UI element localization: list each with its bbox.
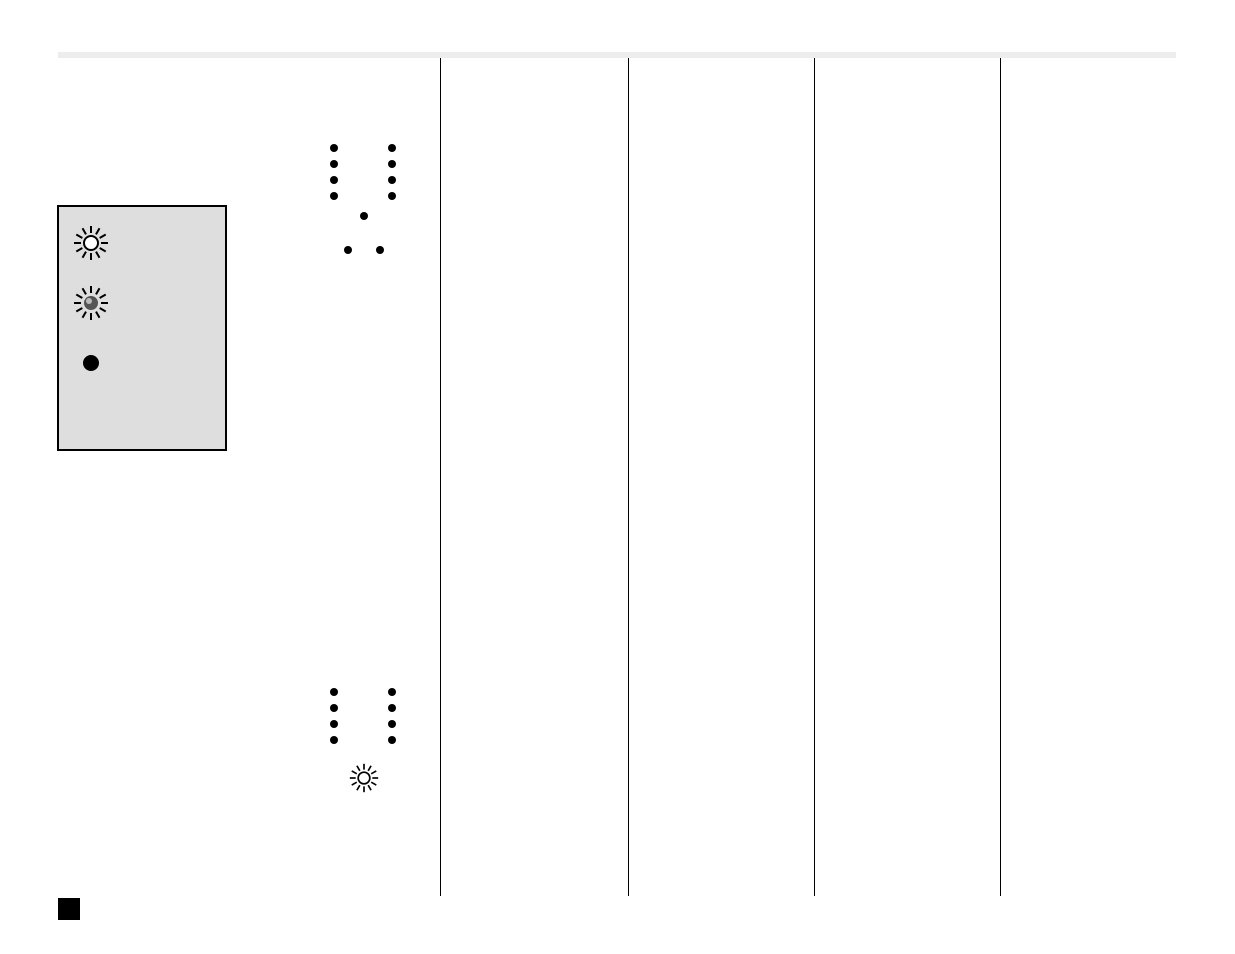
led-on-blinking-icon <box>73 285 109 321</box>
legend-row <box>73 285 211 321</box>
led-device-diagram <box>326 684 408 798</box>
led-device-diagram <box>326 140 408 271</box>
column-separator <box>440 58 441 896</box>
led-dots-icon <box>326 140 408 266</box>
led-on-solid-icon <box>73 225 109 261</box>
legend-icon <box>73 225 109 261</box>
led-on-solid-icon <box>349 763 379 793</box>
page-number-marker <box>58 898 80 920</box>
header-rule <box>58 52 1176 58</box>
legend-row <box>73 225 211 261</box>
led-dots-icon <box>326 684 408 756</box>
column-separator <box>814 58 815 896</box>
led-footer-indicator <box>349 763 385 798</box>
legend-icon <box>73 285 109 321</box>
column-separator <box>628 58 629 896</box>
legend-row <box>73 345 211 381</box>
legend-icon <box>73 345 109 381</box>
column-separator <box>1000 58 1001 896</box>
led-off-icon <box>73 345 109 381</box>
led-legend-box <box>57 205 227 451</box>
